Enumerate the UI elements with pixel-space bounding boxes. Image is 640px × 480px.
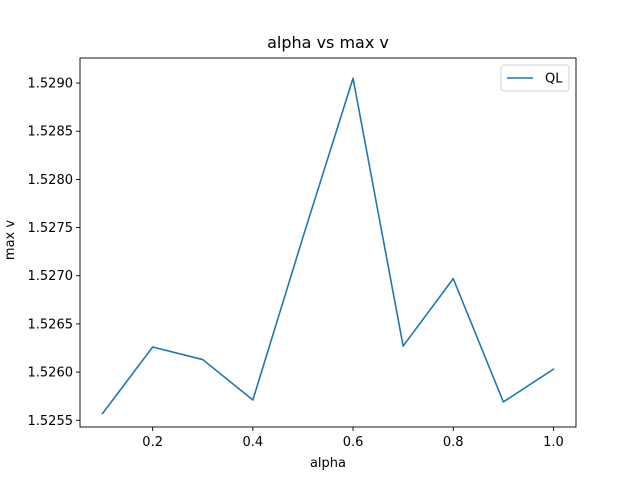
- y-axis-label: max v: [3, 220, 18, 260]
- y-tick-label: 1.5290: [28, 77, 74, 92]
- plot-area: 0.2 0.4 0.6 0.8 1.0 1.5255 1.5260 1.5265 1.5270 1…: [28, 57, 577, 450]
- x-tick-label: 1.0: [543, 435, 564, 450]
- legend-box: [500, 64, 570, 92]
- x-tick-label: 0.4: [243, 435, 264, 450]
- series-line-0: [101, 77, 555, 415]
- y-tick-label: 1.5280: [28, 173, 74, 188]
- chart-title: alpha vs max v: [267, 33, 389, 52]
- x-tick-label: 0.2: [142, 435, 163, 450]
- y-tick-label: 1.5265: [28, 317, 74, 332]
- y-tick-label: 1.5275: [28, 221, 74, 236]
- legend-label: QL: [545, 72, 563, 87]
- x-tick-label: 0.8: [443, 435, 464, 450]
- y-tick-label: 1.5255: [28, 414, 74, 429]
- y-tick-label: 1.5285: [28, 125, 74, 140]
- y-tick-label: 1.5260: [28, 366, 74, 381]
- x-axis-label: alpha: [310, 456, 346, 471]
- y-tick-label: 1.5270: [28, 269, 74, 284]
- axes-frame: [79, 57, 577, 428]
- x-tick-label: 0.6: [343, 435, 364, 450]
